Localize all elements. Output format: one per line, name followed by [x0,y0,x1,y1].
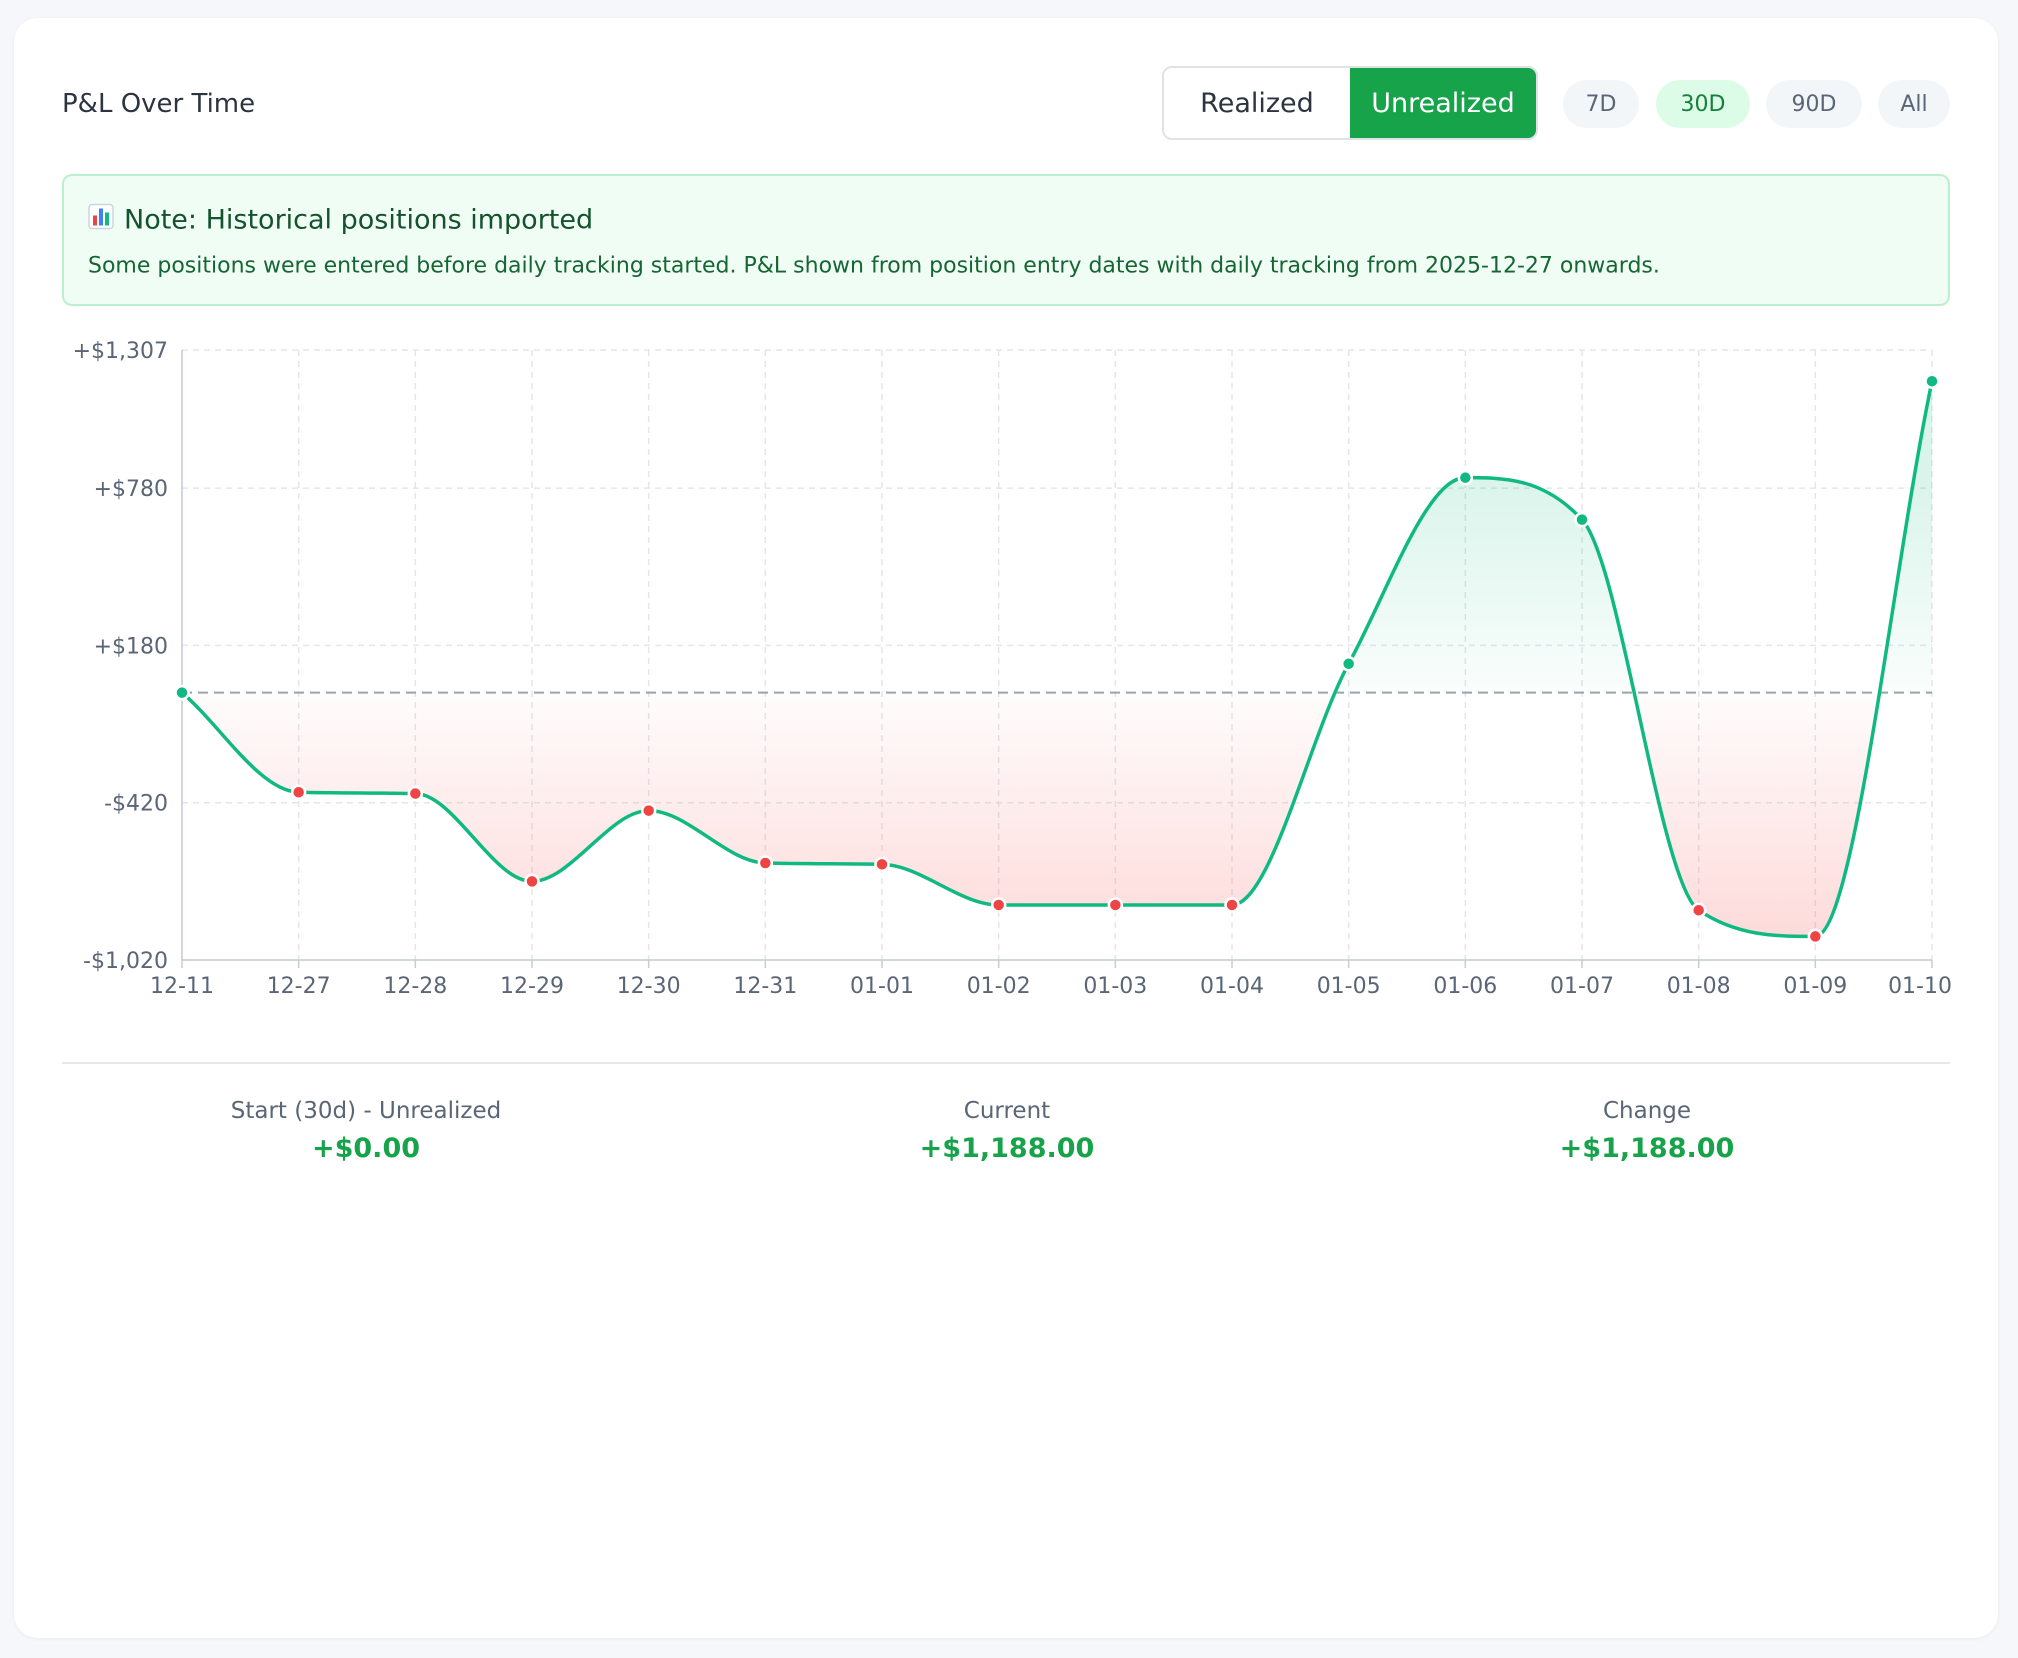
x-tick-label: 12-31 [733,974,797,999]
data-point [524,873,540,890]
stat-change: Change +$1,188.00 [1397,1092,1897,1168]
stat-start-value: +$0.00 [311,1133,421,1164]
y-tick-label: +$780 [94,477,168,502]
x-tick-label: 12-11 [150,974,214,999]
data-point [874,856,890,873]
range-all-button[interactable]: All [1878,80,1950,128]
x-tick-label: 01-05 [1317,974,1381,999]
note-title: Note: Historical positions imported [88,203,594,237]
stat-change-value: +$1,188.00 [1559,1133,1735,1164]
note-title-text: Note: Historical positions imported [124,204,594,236]
stat-current-label: Current [963,1098,1051,1124]
x-tick-label: 01-02 [967,974,1031,999]
x-tick-label: 01-07 [1550,974,1614,999]
y-tick-label: -$420 [104,792,168,817]
x-tick-label: 12-28 [383,974,447,999]
x-tick-label: 12-29 [500,974,564,999]
y-tick-label: +$1,307 [73,339,168,364]
data-point [990,897,1007,913]
note-text: Some positions were entered before daily… [88,253,1660,279]
data-point [1690,902,1707,918]
x-tick-label: 01-10 [1888,974,1952,999]
stat-current: Current +$1,188.00 [757,1092,1257,1168]
y-tick-label: -$1,020 [83,949,168,974]
stats-divider [62,1062,1950,1064]
data-point [1340,656,1357,672]
data-point [290,784,307,800]
data-point [1807,928,1824,945]
data-point [407,785,424,802]
x-tick-label: 01-03 [1083,974,1147,999]
unrealized-button[interactable]: Unrealized [1350,68,1536,138]
y-tick-label: +$180 [94,634,168,659]
stat-start: Start (30d) - Unrealized +$0.00 [116,1092,616,1168]
mode-toggle: Realized Unrealized [1162,66,1538,140]
x-tick-label: 01-09 [1783,974,1847,999]
data-point [1574,511,1590,528]
x-tick-label: 12-30 [617,974,681,999]
data-point [1924,373,1940,389]
data-point [1457,469,1474,486]
data-point [174,684,190,701]
positive-area [182,381,1932,694]
bar-chart-icon [88,203,114,237]
stat-current-value: +$1,188.00 [919,1133,1095,1164]
range-90d-button[interactable]: 90D [1766,80,1862,128]
stat-change-label: Change [1602,1098,1692,1124]
x-tick-label: 01-01 [850,974,914,999]
x-tick-label: 01-04 [1200,974,1264,999]
x-tick-label: 01-06 [1433,974,1497,999]
data-point [757,855,774,871]
realized-button[interactable]: Realized [1200,87,1314,119]
stat-start-label: Start (30d) - Unrealized [230,1098,502,1124]
card-title: P&L Over Time [62,89,256,119]
range-7d-button[interactable]: 7D [1563,80,1639,128]
x-tick-label: 12-27 [267,974,331,999]
data-point [640,802,657,819]
data-point [1224,897,1240,913]
historical-note: Note: Historical positions imported Some… [62,174,1950,306]
range-30d-button[interactable]: 30D [1656,80,1750,128]
data-point [1107,897,1124,913]
negative-area [183,694,1880,937]
x-tick-label: 01-08 [1667,974,1731,999]
